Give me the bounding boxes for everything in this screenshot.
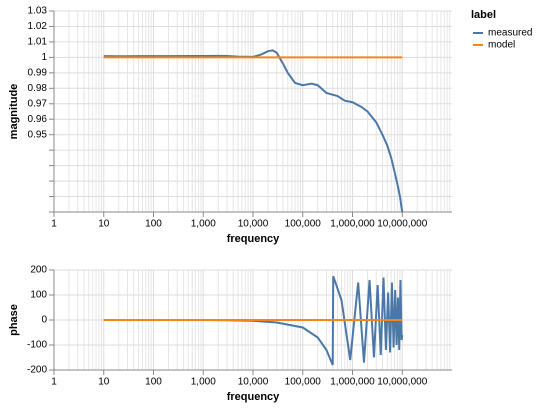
y-axis-title: magnitude <box>8 84 20 140</box>
y-tick-label: 0.99 <box>28 67 48 78</box>
legend-label: model <box>488 40 515 51</box>
line <box>103 49 404 213</box>
y-tick-label: 1.01 <box>28 37 48 48</box>
legend-label: measured <box>488 28 532 39</box>
y-tick-label: 0.95 <box>28 129 48 140</box>
x-tick-label: 100,000 <box>285 377 322 388</box>
x-tick-label: 10,000 <box>238 377 269 388</box>
x-tick-label: 100 <box>145 219 162 230</box>
y-tick-label: 0.97 <box>28 98 48 109</box>
x-tick-label: 1,000 <box>191 219 216 230</box>
y-tick-label: 1.02 <box>28 21 48 32</box>
x-tick-label: 1,000,000 <box>330 377 375 388</box>
x-tick-label: 10,000,000 <box>377 219 427 230</box>
y-tick-label: 0.98 <box>28 83 48 94</box>
x-tick-label: 10,000,000 <box>377 377 427 388</box>
x-tick-label: 100,000 <box>285 219 322 230</box>
y-tick-label: 100 <box>30 290 47 301</box>
legend-title: label <box>471 9 496 21</box>
x-axis-title: frequency <box>227 233 280 245</box>
x-tick-label: 1,000 <box>191 377 216 388</box>
x-tick-label: 100 <box>145 377 162 388</box>
x-tick-label: 1 <box>51 219 57 230</box>
x-tick-label: 1,000,000 <box>330 219 375 230</box>
x-tick-label: 10 <box>98 377 110 388</box>
y-tick-label: 0.96 <box>28 114 48 125</box>
y-tick-label: 0 <box>41 315 47 326</box>
x-axis-title: frequency <box>227 391 280 403</box>
y-tick-label: -200 <box>27 365 47 376</box>
y-tick-label: 1 <box>41 52 47 63</box>
y-tick-label: 200 <box>30 265 47 276</box>
y-tick-label: -100 <box>27 340 47 351</box>
y-tick-label: 1.03 <box>28 6 48 17</box>
x-tick-label: 10 <box>98 219 110 230</box>
x-tick-label: 1 <box>51 377 57 388</box>
x-tick-label: 10,000 <box>238 219 269 230</box>
y-axis-title: phase <box>8 304 20 336</box>
line <box>103 275 404 366</box>
